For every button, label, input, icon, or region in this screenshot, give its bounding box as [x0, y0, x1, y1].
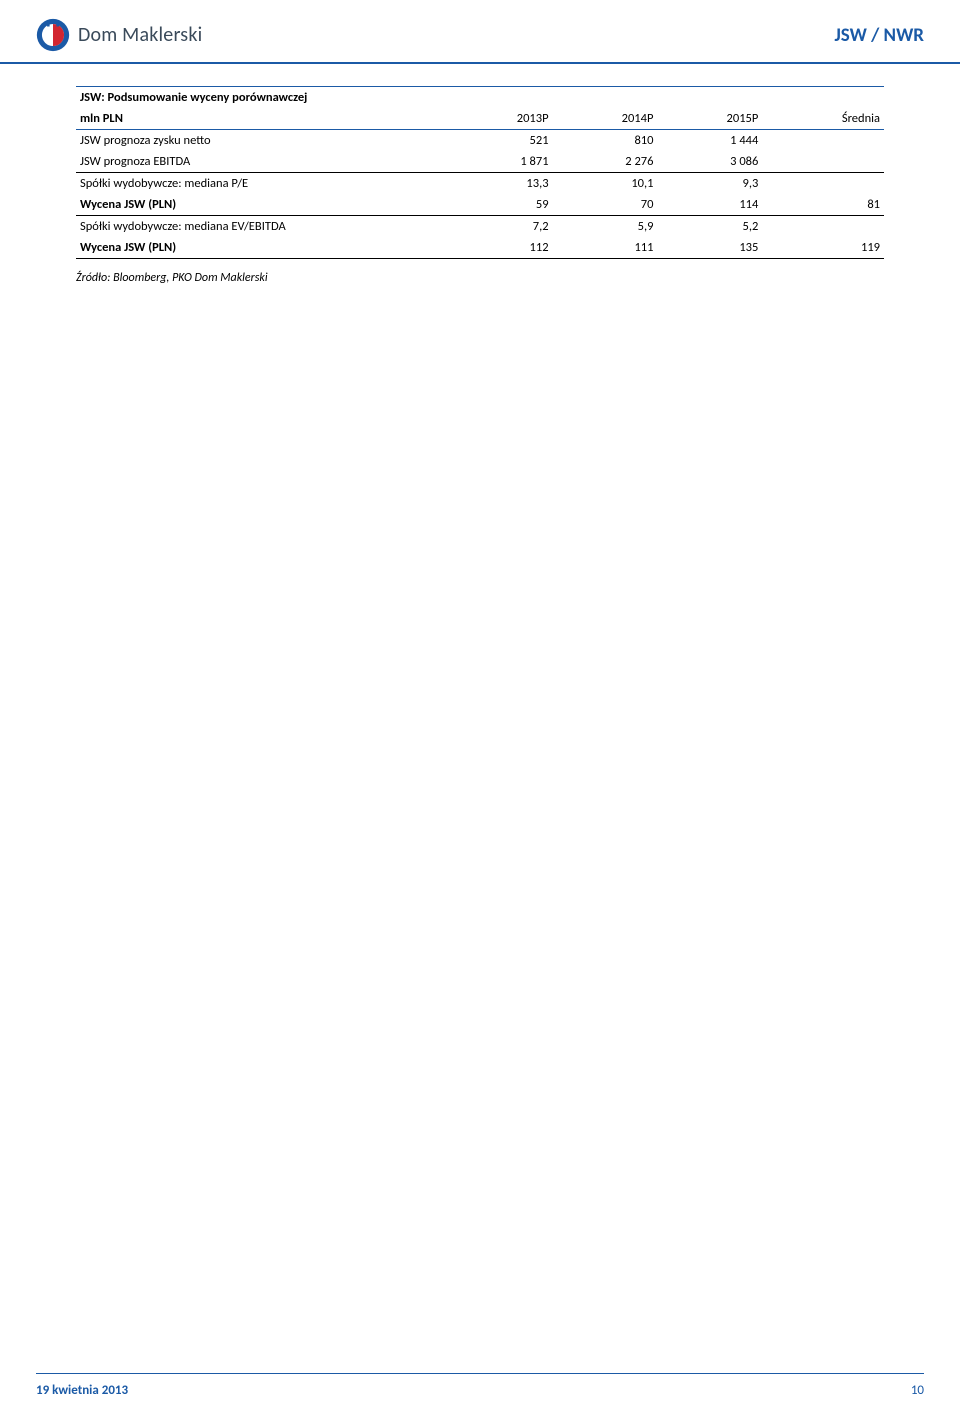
table-row: Wycena JSW (PLN)597011481	[76, 194, 884, 216]
col-header: 2015P	[657, 108, 762, 130]
cell-value: 1 871	[448, 151, 553, 173]
table-title-row: JSW: Podsumowanie wyceny porównawczej	[76, 87, 884, 109]
cell-value: 5,9	[553, 216, 658, 238]
cell-value: 81	[762, 194, 884, 216]
table-row: Spółki wydobywcze: mediana P/E13,310,19,…	[76, 173, 884, 195]
cell-value	[762, 173, 884, 195]
row-label: JSW prognoza EBITDA	[76, 151, 448, 173]
cell-value	[762, 130, 884, 152]
page-footer: 19 kwietnia 2013 10	[0, 1383, 960, 1398]
table-source: Źródło: Bloomberg, PKO Dom Maklerski	[76, 271, 884, 285]
cell-value: 111	[553, 237, 658, 259]
ticker-label: JSW / NWR	[834, 24, 924, 47]
footer-rule	[36, 1373, 924, 1374]
logo: Dom Maklerski	[36, 18, 202, 52]
row-label-header: mln PLN	[76, 108, 448, 130]
page-header: Dom Maklerski JSW / NWR	[0, 0, 960, 64]
cell-value: 521	[448, 130, 553, 152]
brand-text: Dom Maklerski	[78, 23, 202, 47]
cell-value	[762, 216, 884, 238]
cell-value: 59	[448, 194, 553, 216]
row-label: Spółki wydobywcze: mediana EV/EBITDA	[76, 216, 448, 238]
footer-page-number: 10	[911, 1383, 924, 1398]
cell-value: 13,3	[448, 173, 553, 195]
cell-value: 112	[448, 237, 553, 259]
col-header: 2013P	[448, 108, 553, 130]
cell-value: 70	[553, 194, 658, 216]
row-label: Spółki wydobywcze: mediana P/E	[76, 173, 448, 195]
table-row: JSW prognoza zysku netto5218101 444	[76, 130, 884, 152]
cell-value: 135	[657, 237, 762, 259]
cell-value: 9,3	[657, 173, 762, 195]
footer-date: 19 kwietnia 2013	[36, 1383, 128, 1398]
row-label: JSW prognoza zysku netto	[76, 130, 448, 152]
cell-value: 3 086	[657, 151, 762, 173]
col-header: Średnia	[762, 108, 884, 130]
col-header: 2014P	[553, 108, 658, 130]
cell-value: 7,2	[448, 216, 553, 238]
table-row: Wycena JSW (PLN)112111135119	[76, 237, 884, 259]
valuation-table: JSW: Podsumowanie wyceny porównawczej ml…	[76, 86, 884, 259]
pko-logo-icon	[36, 18, 70, 52]
table-row: JSW prognoza EBITDA1 8712 2763 086	[76, 151, 884, 173]
cell-value: 810	[553, 130, 658, 152]
row-label: Wycena JSW (PLN)	[76, 237, 448, 259]
cell-value: 5,2	[657, 216, 762, 238]
table-header-row: mln PLN 2013P 2014P 2015P Średnia	[76, 108, 884, 130]
cell-value: 119	[762, 237, 884, 259]
cell-value: 1 444	[657, 130, 762, 152]
cell-value: 10,1	[553, 173, 658, 195]
cell-value: 114	[657, 194, 762, 216]
cell-value	[762, 151, 884, 173]
table-row: Spółki wydobywcze: mediana EV/EBITDA7,25…	[76, 216, 884, 238]
row-label: Wycena JSW (PLN)	[76, 194, 448, 216]
table-title: JSW: Podsumowanie wyceny porównawczej	[80, 90, 307, 105]
content-area: JSW: Podsumowanie wyceny porównawczej ml…	[0, 64, 960, 285]
cell-value: 2 276	[553, 151, 658, 173]
